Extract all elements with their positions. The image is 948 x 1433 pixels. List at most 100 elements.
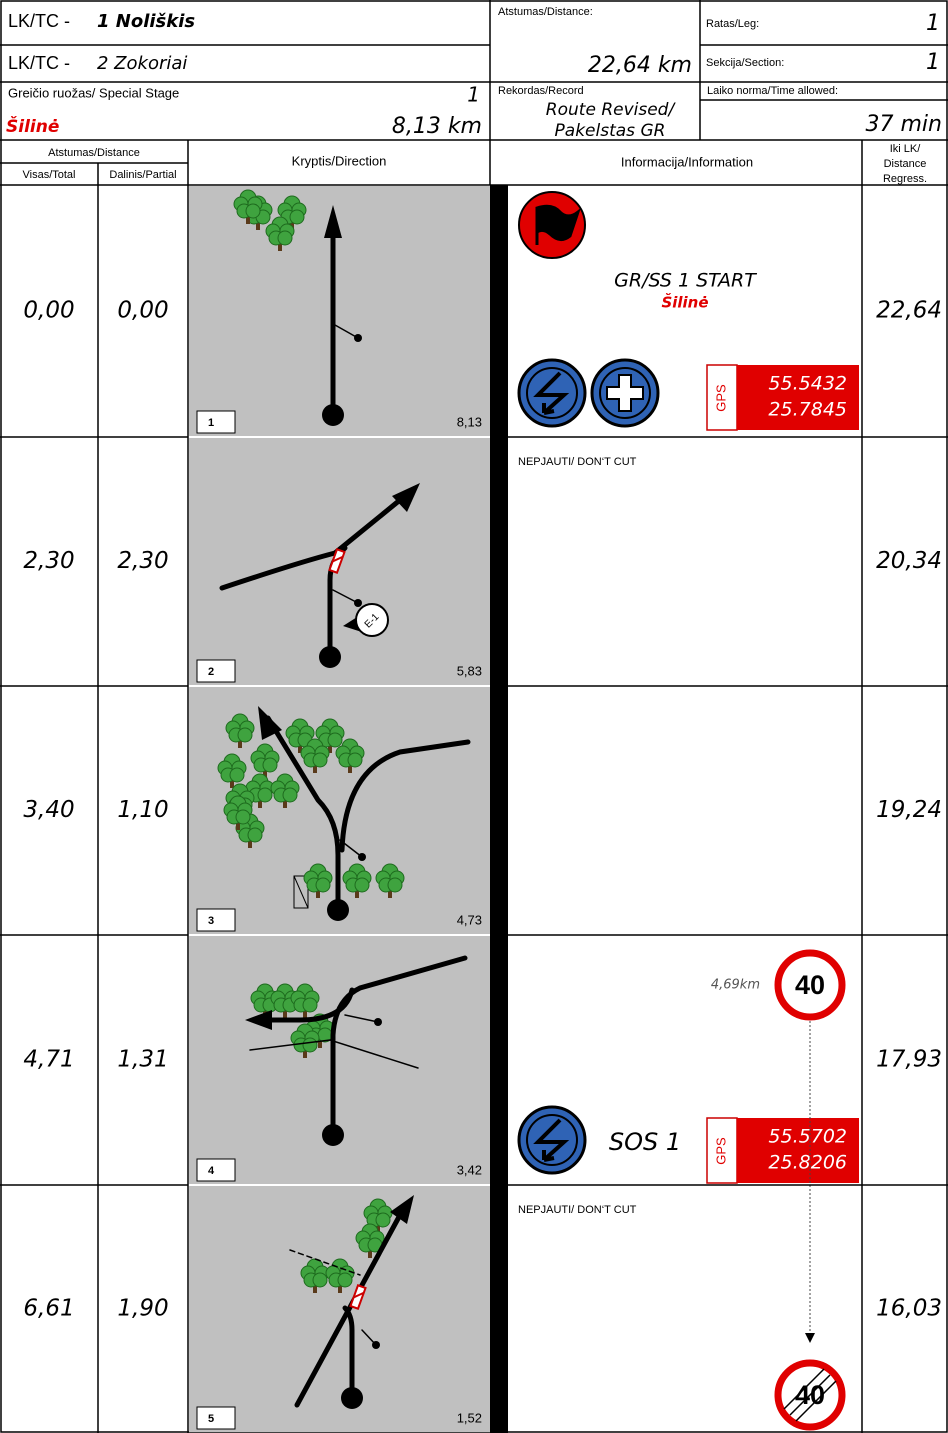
tree-leaf [302, 997, 318, 1013]
separator-bar [490, 185, 508, 1433]
box-number-frame [196, 659, 236, 683]
speed-sign-text: 40 [795, 970, 825, 1000]
box-number: 1 [208, 417, 214, 429]
tree-trunk [355, 886, 359, 898]
road [249, 1039, 419, 1069]
column-header: Kryptis/Direction [292, 153, 387, 168]
tree [325, 1258, 355, 1293]
gps-lat: 55.5702 [768, 1126, 847, 1148]
gps-box [737, 365, 859, 430]
gps-lon: 25.8206 [768, 1152, 847, 1174]
tree-leaf [387, 877, 403, 893]
box-number: 4 [208, 1165, 215, 1177]
start-dot [327, 899, 349, 921]
record: Route Revised/ [546, 100, 677, 120]
road [265, 715, 341, 913]
cut-marker-stripe [353, 1291, 365, 1299]
tree-trunk [328, 741, 332, 753]
regress: 17,93 [876, 1047, 942, 1073]
tree [300, 738, 330, 773]
partial: 2,30 [117, 548, 168, 574]
tree-leaf [312, 752, 328, 768]
column-header: Informacija/Information [621, 154, 753, 169]
speed-sign-cross [789, 1374, 831, 1416]
tree [223, 795, 253, 830]
tree [303, 863, 333, 898]
tree [235, 813, 265, 848]
icon-cross [606, 374, 644, 412]
column-header: Visas/Total [23, 169, 76, 181]
direction-box [189, 186, 490, 436]
box-number-frame [196, 1406, 236, 1430]
icon-e [355, 603, 389, 637]
tree [342, 863, 372, 898]
tree [335, 738, 365, 773]
tree [375, 863, 405, 898]
box-number-frame [196, 1158, 236, 1182]
gps-label: GPS [713, 384, 728, 412]
tree-trunk [348, 761, 352, 773]
tree [363, 1198, 393, 1233]
tree-trunk [283, 796, 287, 808]
regress: 22,64 [876, 298, 942, 324]
arrow-head [258, 706, 282, 740]
column-header: Dalinis/Partial [109, 169, 176, 181]
box-number: 2 [208, 666, 214, 678]
tc-label: LK/TC - [8, 11, 70, 31]
sos: SOS 1 [609, 1128, 681, 1156]
icon-ring [526, 1114, 578, 1166]
road [339, 839, 363, 858]
partial: 1,10 [117, 797, 168, 823]
speed-sign-cross [795, 1380, 837, 1422]
tree-trunk [376, 1221, 380, 1233]
road [334, 324, 359, 339]
regress: 16,03 [876, 1296, 942, 1322]
speed-sign [774, 949, 846, 1021]
partial: 0,00 [117, 298, 168, 324]
tree-trunk [263, 766, 267, 778]
tree-leaf [262, 757, 278, 773]
partial: 1,90 [117, 1296, 168, 1322]
tree-leaf [354, 877, 370, 893]
tree-leaf [277, 230, 293, 246]
regress: 19,24 [876, 797, 942, 823]
tree-trunk [258, 796, 262, 808]
road [219, 497, 403, 591]
tree-trunk [368, 1246, 372, 1258]
tree-trunk [248, 836, 252, 848]
time-label: Laiko norma/Time allowed: [707, 85, 838, 97]
tree-leaf [375, 1212, 391, 1228]
tree-trunk [298, 741, 302, 753]
tree-leaf [289, 209, 305, 225]
record: Pakelstas GR [555, 121, 666, 141]
speed-zone-arrow [805, 1333, 815, 1343]
tree [355, 1223, 385, 1258]
tick-dot [358, 853, 366, 861]
tree-trunk [316, 886, 320, 898]
gps-lat: 55.5432 [768, 373, 847, 395]
start-dot [341, 1387, 363, 1409]
road [332, 589, 359, 604]
section: 1 [926, 50, 940, 75]
section-label: Sekcija/Section: [706, 57, 784, 69]
box-number: 3 [208, 915, 214, 927]
total: 4,71 [23, 1047, 74, 1073]
tree-leaf [282, 787, 298, 803]
tick-dot [372, 1341, 380, 1349]
info-title: GR/SS 1 START [614, 270, 757, 292]
tree-leaf [229, 767, 245, 783]
direction-box [189, 936, 490, 1184]
regress: 20,34 [876, 548, 942, 574]
tree [300, 1258, 330, 1293]
tree-leaf [347, 752, 363, 768]
stage-name: Šilinė [6, 115, 59, 137]
box-distance: 5,83 [457, 663, 482, 678]
gps-label-box [706, 1117, 738, 1184]
distance: 22,64 km [588, 53, 692, 78]
record-label: Rekordas/Record [498, 85, 584, 97]
cut-marker [328, 548, 346, 574]
tc-to: 2 Zokoriai [97, 53, 187, 74]
road [342, 1305, 355, 1401]
box-distance: 3,42 [457, 1162, 482, 1177]
